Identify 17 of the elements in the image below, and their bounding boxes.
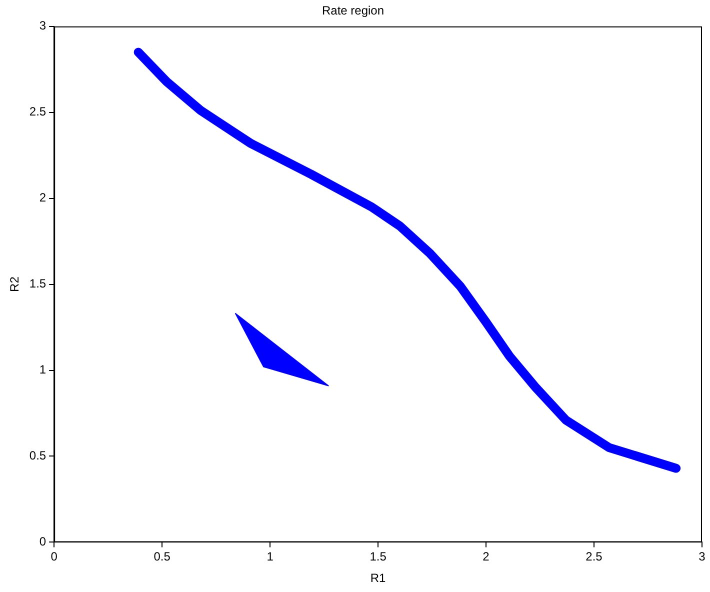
y-tick-label: 1 [39,362,46,377]
chart-title: Rate region [322,4,384,18]
x-tick-label: 2 [482,550,490,564]
x-tick-label: 3 [698,550,706,564]
x-tick-label: 2.5 [586,550,603,564]
y-axis-title: R2 [8,276,22,292]
x-axis-title: R1 [370,571,386,586]
y-tick-label: 0.5 [29,448,46,463]
y-tick-label: 2 [39,190,46,205]
y-tick-label: 0 [39,534,46,549]
y-tick-label: 1.5 [29,276,46,291]
x-tick-label: 0 [50,550,58,564]
x-tick-label: 1.5 [370,550,387,564]
x-tick-label: 0.5 [154,550,171,564]
x-tick-label: 1 [266,550,274,564]
y-tick-label: 3 [39,18,46,33]
y-tick-label: 2.5 [29,104,46,119]
